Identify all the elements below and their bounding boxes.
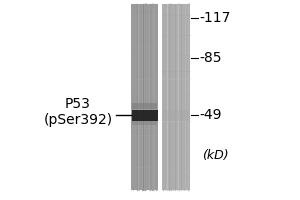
Bar bbox=[132, 103, 157, 109]
Bar bbox=[132, 98, 157, 110]
Text: (pSer392): (pSer392) bbox=[44, 113, 112, 127]
Text: -85: -85 bbox=[200, 51, 222, 65]
Bar bbox=[163, 110, 189, 120]
Bar bbox=[132, 110, 158, 120]
Bar bbox=[162, 4, 190, 190]
Text: P53: P53 bbox=[65, 97, 91, 111]
Text: (kD): (kD) bbox=[202, 150, 229, 162]
Bar bbox=[158, 4, 162, 190]
Bar bbox=[132, 120, 157, 126]
Text: -49: -49 bbox=[200, 108, 222, 122]
Bar bbox=[131, 4, 158, 190]
Text: -117: -117 bbox=[200, 11, 231, 25]
